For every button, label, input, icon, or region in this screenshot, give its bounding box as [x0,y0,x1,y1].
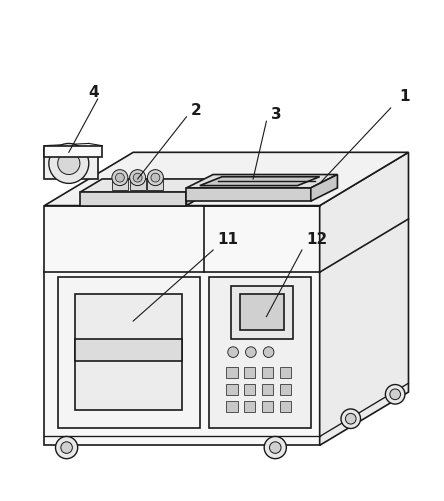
Polygon shape [75,339,182,361]
Circle shape [345,413,356,424]
Circle shape [263,347,274,358]
Bar [244,367,255,379]
Polygon shape [44,206,320,445]
Bar [280,384,291,395]
Text: 1: 1 [400,89,410,104]
Circle shape [390,389,400,400]
Polygon shape [231,286,293,339]
Polygon shape [44,153,408,206]
Text: 2: 2 [191,103,202,118]
Polygon shape [240,295,284,330]
Polygon shape [186,179,209,206]
Bar [262,367,273,379]
Circle shape [133,174,142,183]
Polygon shape [44,149,98,179]
Circle shape [147,170,163,186]
Bar [244,401,255,412]
Circle shape [49,144,89,184]
Circle shape [341,409,361,429]
Text: 12: 12 [306,231,328,246]
Bar [226,384,238,395]
Polygon shape [44,146,102,157]
Bar [280,401,291,412]
Polygon shape [209,277,311,428]
Text: 11: 11 [218,231,238,246]
Polygon shape [80,179,209,193]
Polygon shape [186,175,337,188]
Circle shape [130,170,146,186]
Text: 4: 4 [89,85,99,100]
Bar [280,367,291,379]
Bar [112,178,128,191]
Polygon shape [80,193,186,206]
Bar [262,384,273,395]
Bar [244,384,255,395]
Bar [262,401,273,412]
Polygon shape [320,153,408,445]
Polygon shape [186,188,311,202]
Circle shape [246,347,256,358]
Circle shape [270,442,281,453]
Text: 3: 3 [271,107,281,122]
Circle shape [228,347,238,358]
Circle shape [115,174,124,183]
Circle shape [264,436,286,459]
Bar [147,178,163,191]
Bar [130,178,146,191]
Circle shape [151,174,160,183]
Bar [226,401,238,412]
Bar [226,367,238,379]
Polygon shape [58,277,200,428]
Circle shape [385,385,405,404]
Circle shape [112,170,128,186]
Polygon shape [311,175,337,202]
Circle shape [58,153,80,175]
Polygon shape [200,177,320,186]
Circle shape [56,436,78,459]
Circle shape [61,442,72,453]
Polygon shape [75,295,182,410]
